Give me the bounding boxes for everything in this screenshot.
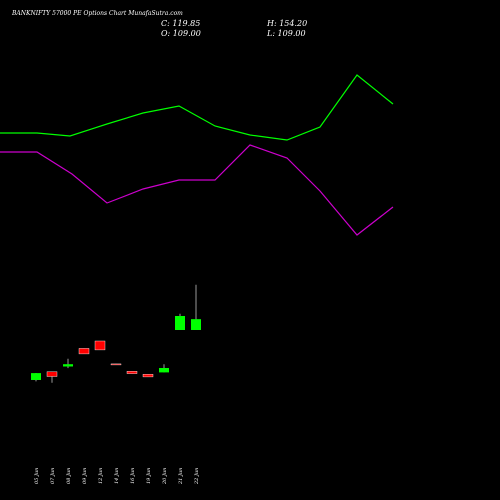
x-tick-label: 09 Jun [82, 468, 88, 484]
candle-16-jun [126, 371, 138, 374]
close-value: C: 119.85 [161, 19, 201, 28]
x-tick-label: 21 Jun [178, 468, 184, 485]
candle-body [175, 316, 185, 330]
candle-22-jun [191, 284, 201, 330]
x-axis-labels: 05 Jun 07 Jun 08 Jun 09 Jun 12 Jun 14 Jun 16 J… [34, 468, 200, 485]
candles [31, 284, 201, 383]
candle-body [126, 371, 138, 374]
x-tick-label: 19 Jun [146, 468, 152, 484]
candle-09-jun [78, 348, 90, 355]
candle-body [46, 371, 58, 377]
candle-body [31, 373, 41, 380]
candle-14-jun [110, 363, 122, 366]
chart-title: BANKNIFTY 57000 PE Options Chart MunafaS… [12, 10, 183, 17]
x-tick-label: 05 Jun [34, 468, 40, 484]
candle-07-jun [46, 371, 58, 383]
x-tick-label: 08 Jun [66, 468, 72, 484]
low-value: L: 109.00 [267, 29, 306, 38]
candle-08-jun [63, 358, 73, 369]
x-tick-label: 20 Jun [162, 468, 168, 485]
candle-21-jun [175, 313, 185, 330]
open-value: O: 109.00 [161, 29, 201, 38]
candle-19-jun [142, 374, 154, 378]
x-tick-label: 12 Jun [98, 468, 104, 484]
candle-body [63, 364, 73, 367]
candle-body [110, 363, 122, 366]
candle-body [191, 319, 201, 330]
x-tick-label: 22 Jun [194, 468, 200, 485]
x-tick-label: 14 Jun [114, 468, 120, 484]
candle-body [159, 368, 169, 373]
candle-body [78, 348, 90, 355]
x-tick-label: 16 Jun [130, 468, 136, 484]
high-value: H: 154.20 [267, 19, 308, 28]
candle-body [142, 374, 154, 378]
x-tick-label: 07 Jun [50, 468, 56, 484]
candle-body [94, 340, 106, 351]
candle-20-jun [159, 364, 169, 373]
candle-12-jun [94, 340, 106, 351]
candle-05-jun [31, 373, 41, 382]
indicator-line-1 [0, 74, 394, 141]
indicator-line-2 [0, 144, 394, 236]
indicator-lines [0, 74, 394, 236]
